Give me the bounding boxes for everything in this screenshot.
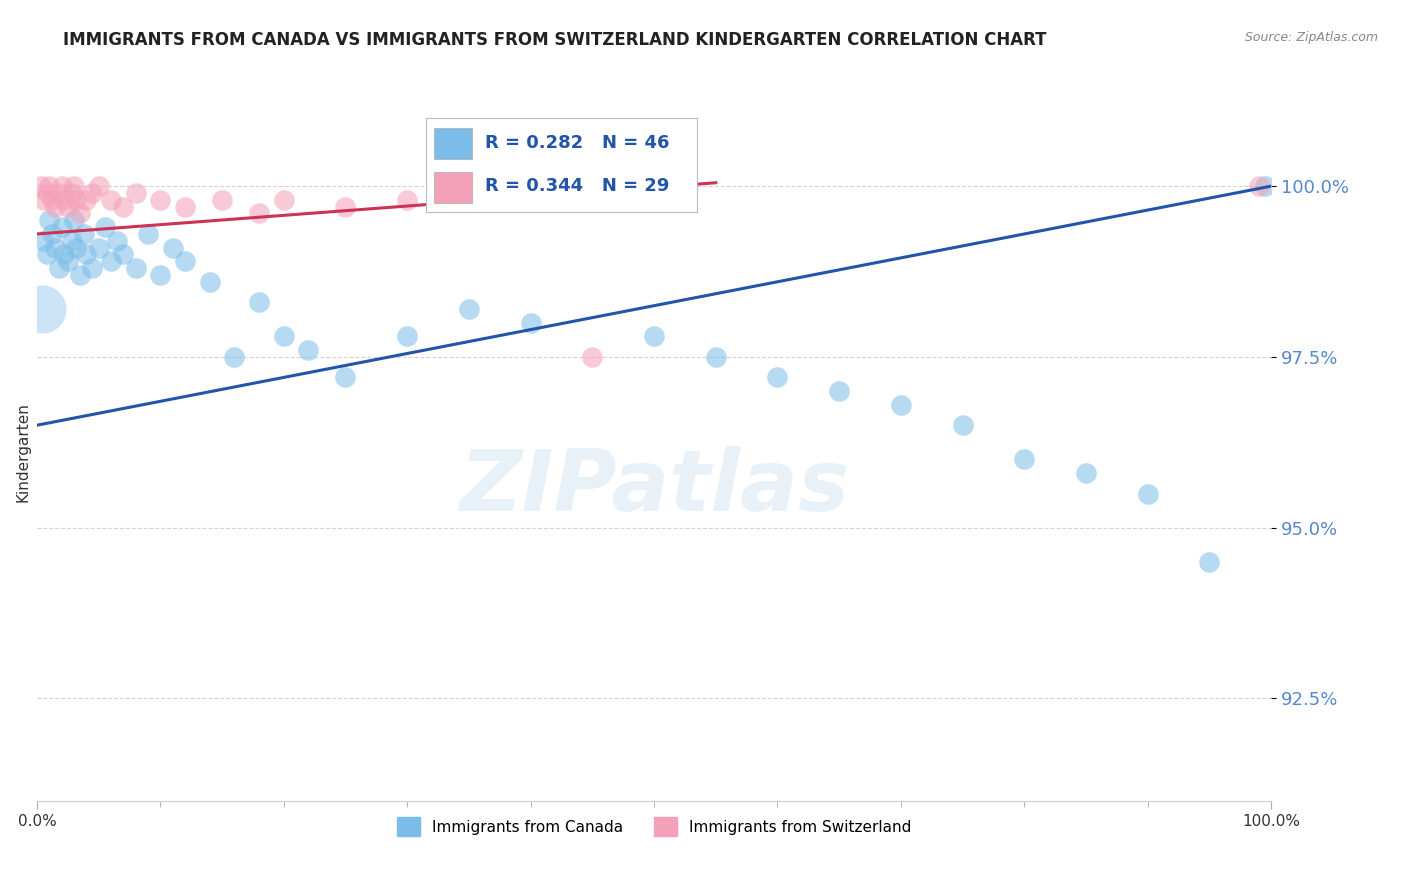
Point — [63, 179, 86, 194]
Point — [48, 261, 70, 276]
Point — [162, 241, 184, 255]
Point — [335, 200, 357, 214]
Point — [1074, 466, 1097, 480]
Point — [890, 398, 912, 412]
Point — [136, 227, 159, 241]
Point — [35, 186, 58, 200]
Point — [198, 275, 221, 289]
Point — [581, 350, 603, 364]
Point — [41, 227, 63, 241]
Text: IMMIGRANTS FROM CANADA VS IMMIGRANTS FROM SWITZERLAND KINDERGARTEN CORRELATION C: IMMIGRANTS FROM CANADA VS IMMIGRANTS FRO… — [63, 31, 1047, 49]
Point — [35, 247, 58, 261]
Point — [124, 261, 146, 276]
Point — [766, 370, 789, 384]
Point — [69, 268, 91, 282]
Point — [273, 193, 295, 207]
Point — [53, 193, 76, 207]
Point — [100, 254, 122, 268]
Point — [124, 186, 146, 200]
Point — [69, 206, 91, 220]
Point — [56, 200, 79, 214]
Point — [1254, 179, 1277, 194]
Point — [38, 179, 60, 194]
Point — [32, 234, 55, 248]
Point — [247, 206, 270, 220]
Point — [457, 302, 479, 317]
Point — [34, 193, 56, 207]
Point — [60, 186, 83, 200]
Point — [100, 193, 122, 207]
Point — [73, 227, 96, 241]
Point — [87, 179, 110, 194]
Point — [60, 234, 83, 248]
Point — [53, 247, 76, 261]
Point — [94, 220, 117, 235]
Point — [297, 343, 319, 357]
Point — [56, 254, 79, 268]
Point — [1247, 179, 1270, 194]
Point — [335, 370, 357, 384]
Point — [65, 241, 87, 255]
Point — [112, 200, 135, 214]
Point — [82, 261, 104, 276]
Point — [87, 241, 110, 255]
Legend: Immigrants from Canada, Immigrants from Switzerland: Immigrants from Canada, Immigrants from … — [391, 811, 917, 842]
Point — [174, 200, 197, 214]
Point — [38, 213, 60, 227]
Y-axis label: Kindergarten: Kindergarten — [15, 402, 30, 502]
Point — [149, 193, 172, 207]
Point — [643, 329, 665, 343]
Point — [75, 247, 97, 261]
Point — [1012, 452, 1035, 467]
Point — [952, 418, 974, 433]
Point — [65, 193, 87, 207]
Point — [149, 268, 172, 282]
Point — [112, 247, 135, 261]
Point — [31, 302, 53, 317]
Point — [273, 329, 295, 343]
Point — [63, 213, 86, 227]
Point — [1136, 486, 1159, 500]
Point — [704, 350, 727, 364]
Point — [51, 179, 73, 194]
Point — [828, 384, 851, 398]
Point — [247, 295, 270, 310]
Point — [396, 193, 419, 207]
Point — [48, 186, 70, 200]
Point — [211, 193, 233, 207]
Point — [224, 350, 246, 364]
Point — [30, 179, 52, 194]
Point — [41, 193, 63, 207]
Point — [396, 329, 419, 343]
Point — [51, 220, 73, 235]
Point — [519, 316, 541, 330]
Point — [105, 234, 128, 248]
Point — [82, 186, 104, 200]
Text: Source: ZipAtlas.com: Source: ZipAtlas.com — [1244, 31, 1378, 45]
Point — [44, 241, 66, 255]
Point — [75, 193, 97, 207]
Point — [44, 200, 66, 214]
Point — [1198, 555, 1220, 569]
Text: ZIPatlas: ZIPatlas — [458, 446, 849, 529]
Point — [174, 254, 197, 268]
